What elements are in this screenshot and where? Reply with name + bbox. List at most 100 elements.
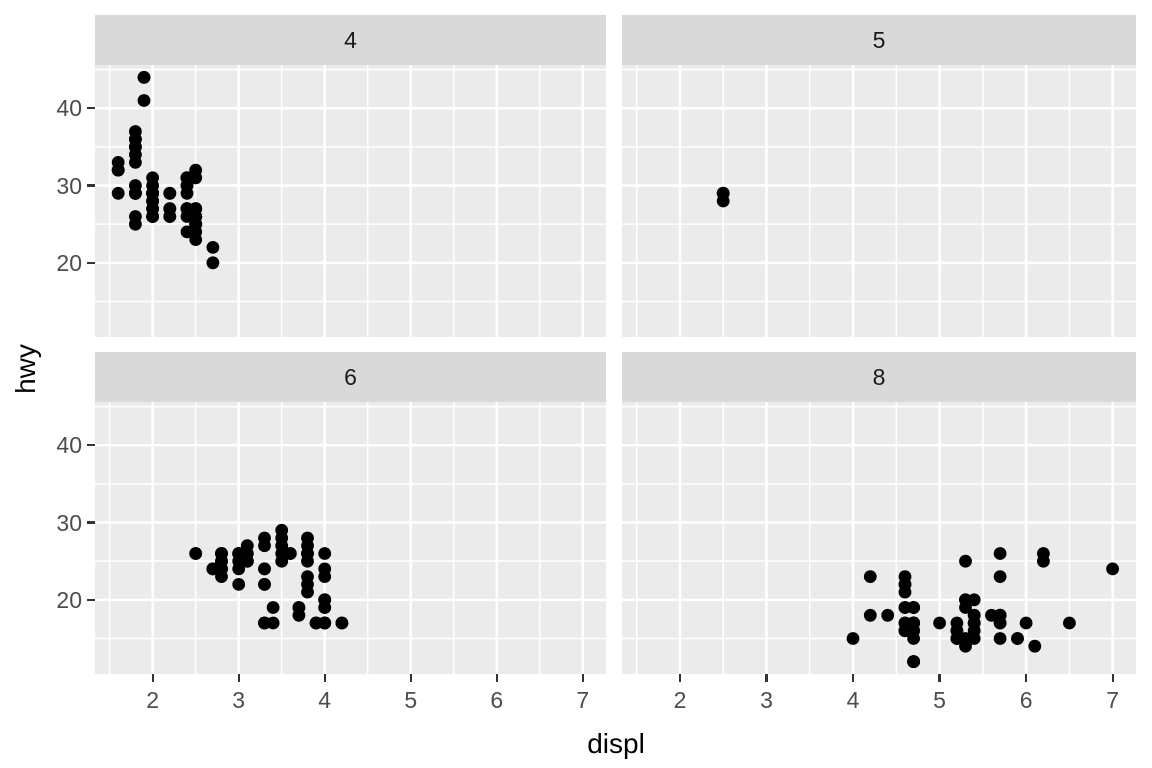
x-tick-label: 5 xyxy=(404,687,418,713)
x-tick-label: 2 xyxy=(673,687,687,713)
data-point xyxy=(959,554,972,568)
data-point xyxy=(1019,616,1033,630)
data-point xyxy=(907,616,920,630)
data-point xyxy=(1011,632,1024,645)
data-point xyxy=(258,539,271,553)
y-tick-mark xyxy=(87,107,95,110)
y-tick-mark xyxy=(87,598,95,601)
data-point xyxy=(258,578,271,591)
data-point xyxy=(215,562,228,576)
scatter-panel-cyl-8 xyxy=(622,402,1136,674)
facet-strip-cyl-5: 5 xyxy=(622,15,1136,65)
y-tick-label: 20 xyxy=(56,586,82,613)
data-point xyxy=(1028,639,1042,653)
x-tick-label: 6 xyxy=(1019,687,1033,713)
data-point xyxy=(881,608,895,622)
data-point xyxy=(993,547,1007,560)
data-point xyxy=(232,578,246,591)
data-point xyxy=(1037,554,1050,568)
data-point xyxy=(189,202,203,216)
data-point xyxy=(967,624,981,638)
x-tick-mark xyxy=(1025,674,1028,682)
x-tick-label: 5 xyxy=(933,687,946,713)
data-point xyxy=(275,531,289,545)
x-tick-label: 2 xyxy=(146,687,160,713)
x-tick-label: 4 xyxy=(846,687,860,713)
facet-strip-cyl-4: 4 xyxy=(95,15,606,65)
data-point xyxy=(1106,562,1119,576)
facet-strip-label: 5 xyxy=(872,26,886,53)
x-tick-label: 7 xyxy=(576,687,590,713)
x-axis-title: displ xyxy=(587,728,645,759)
data-point xyxy=(959,639,972,653)
facet-strip-cyl-8: 8 xyxy=(622,352,1136,402)
data-point xyxy=(318,593,332,607)
data-point xyxy=(129,156,142,169)
facet-strip-label: 6 xyxy=(344,363,357,390)
data-point xyxy=(301,531,314,545)
data-point xyxy=(266,616,280,630)
scatter-panel-cyl-5 xyxy=(622,65,1136,337)
data-point xyxy=(137,71,151,84)
data-point xyxy=(266,601,280,614)
data-point xyxy=(163,202,177,216)
x-tick-mark xyxy=(851,674,855,682)
data-point xyxy=(959,601,972,614)
data-point xyxy=(907,655,920,668)
data-point xyxy=(129,179,142,192)
data-point xyxy=(301,585,314,599)
y-tick-mark xyxy=(87,184,95,187)
x-tick-label: 3 xyxy=(232,687,246,713)
data-point xyxy=(846,632,860,645)
x-tick-mark xyxy=(323,674,326,682)
data-point xyxy=(275,554,289,568)
y-tick-mark xyxy=(87,444,95,447)
data-point xyxy=(967,593,981,607)
data-point xyxy=(111,163,125,177)
facet-strip-label: 8 xyxy=(872,363,886,390)
y-tick-label: 30 xyxy=(56,172,82,199)
x-tick-mark xyxy=(678,674,682,682)
data-point xyxy=(993,632,1007,645)
data-point xyxy=(967,608,981,622)
data-point xyxy=(129,125,142,138)
y-tick-label: 30 xyxy=(56,509,82,536)
x-tick-mark xyxy=(581,674,584,682)
y-tick-label: 20 xyxy=(56,249,82,276)
y-tick-mark xyxy=(87,261,95,264)
x-tick-label: 6 xyxy=(490,687,504,713)
scatter-panel-cyl-4 xyxy=(95,65,606,337)
data-point xyxy=(898,578,912,591)
data-point xyxy=(240,547,254,560)
data-point xyxy=(189,163,203,177)
data-point xyxy=(318,562,332,576)
data-point xyxy=(146,210,159,223)
x-tick-mark xyxy=(237,674,240,682)
x-tick-mark xyxy=(938,674,941,682)
data-point xyxy=(129,140,142,154)
data-point xyxy=(907,601,920,614)
data-point xyxy=(283,547,297,560)
data-point xyxy=(863,608,877,622)
data-point xyxy=(189,233,203,247)
data-point xyxy=(318,547,332,560)
data-point xyxy=(863,570,877,583)
data-point xyxy=(335,616,349,630)
x-tick-mark xyxy=(1111,674,1114,682)
data-point xyxy=(258,562,271,576)
data-point xyxy=(180,186,194,200)
facet-strip-label: 4 xyxy=(344,26,357,53)
x-tick-label: 7 xyxy=(1106,687,1120,713)
x-tick-label: 4 xyxy=(318,687,332,713)
data-point xyxy=(111,186,125,200)
data-point xyxy=(163,186,177,200)
y-tick-label: 40 xyxy=(56,432,82,459)
data-point xyxy=(716,186,730,200)
data-point xyxy=(146,186,159,200)
data-point xyxy=(993,570,1007,583)
data-point xyxy=(206,256,220,270)
data-point xyxy=(1063,616,1076,630)
x-tick-label: 3 xyxy=(760,687,773,713)
y-tick-mark xyxy=(87,521,95,524)
